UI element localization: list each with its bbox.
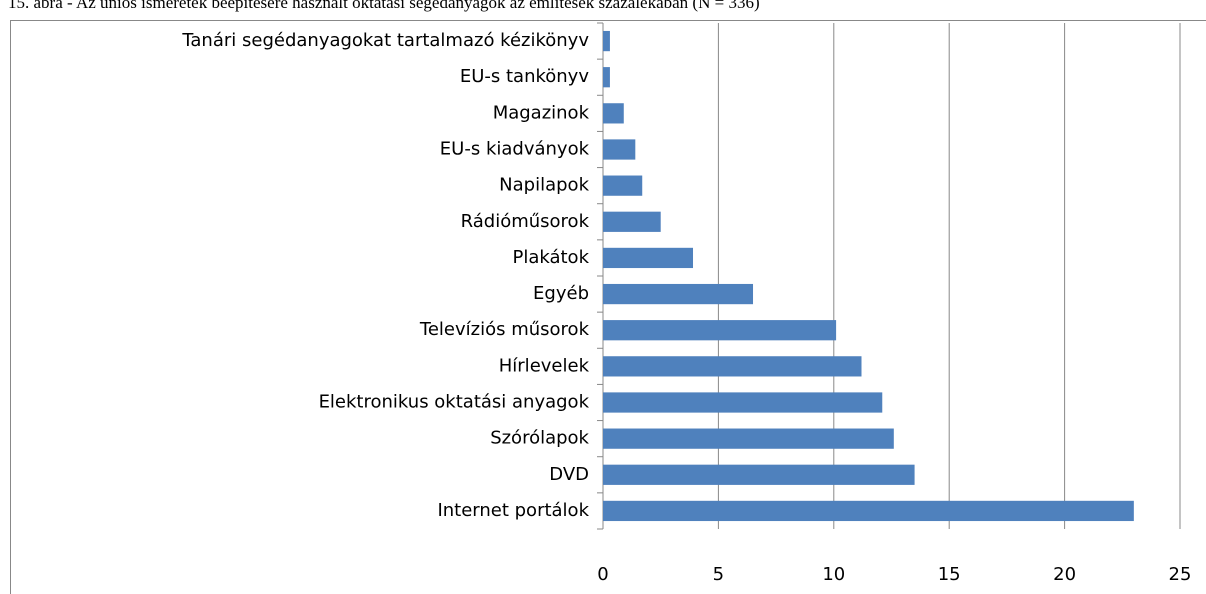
bar <box>603 500 1134 522</box>
y-tick-label: EU-s tankönyv <box>460 66 589 87</box>
bar <box>603 356 862 377</box>
x-tick-label: 5 <box>713 564 724 585</box>
bar <box>603 428 894 449</box>
bar <box>603 464 915 485</box>
y-tick-label: Egyéb <box>533 283 589 304</box>
y-tick-label: Magazinok <box>493 102 590 123</box>
bar <box>603 211 661 232</box>
bar <box>603 392 883 413</box>
x-tick-label: 10 <box>822 564 845 585</box>
y-tick-label: DVD <box>549 464 589 485</box>
bar <box>603 139 636 160</box>
y-tick-label: Televíziós műsorok <box>419 319 590 340</box>
y-tick-label: Internet portálok <box>437 500 589 521</box>
y-tick-label: Elektronikus oktatási anyagok <box>319 392 590 413</box>
x-tick-label: 20 <box>1053 564 1076 585</box>
bar <box>603 247 694 269</box>
bar <box>603 175 643 196</box>
x-tick-label: 0 <box>597 564 608 585</box>
bar <box>603 283 754 305</box>
bar <box>603 30 610 52</box>
bar <box>603 67 610 88</box>
chart-title: 15. ábra - Az uniós ismeretek beépítésér… <box>8 0 760 12</box>
bar <box>603 103 624 124</box>
bar <box>603 320 837 341</box>
y-tick-label: Napilapok <box>499 175 589 196</box>
y-tick-label: Tanári segédanyagokat tartalmazó kézikön… <box>181 30 589 51</box>
y-tick-label: Rádióműsorok <box>461 211 590 232</box>
x-tick-label: 25 <box>1169 564 1192 585</box>
y-tick-label: Plakátok <box>512 247 589 268</box>
y-tick-label: Szórólapok <box>490 428 589 449</box>
y-tick-label: Hírlevelek <box>499 355 590 376</box>
x-tick-label: 15 <box>938 564 961 585</box>
y-tick-label: EU-s kiadványok <box>440 139 590 160</box>
